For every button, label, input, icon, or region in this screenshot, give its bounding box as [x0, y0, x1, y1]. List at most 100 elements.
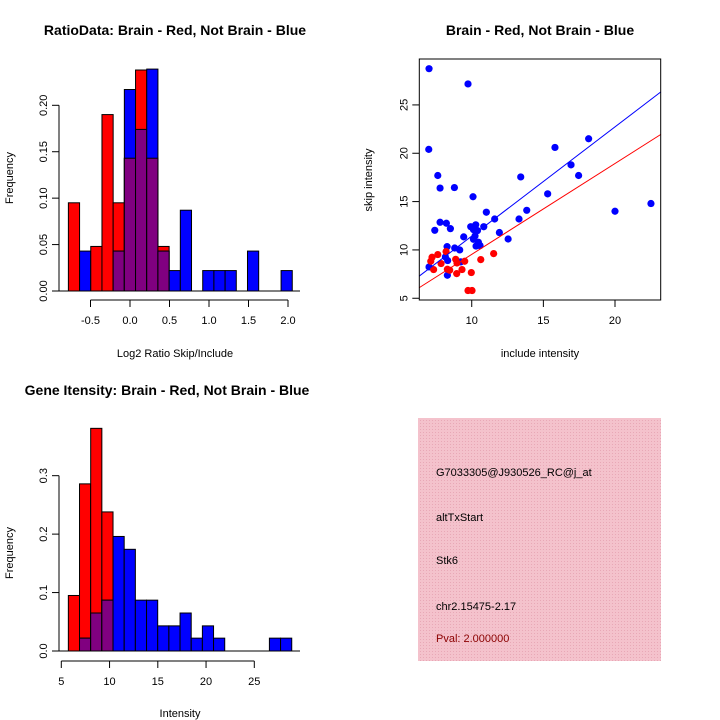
ratio-histogram: RatioData: Brain - Red, Not Brain - Blue… — [4, 22, 306, 360]
x-tick-label: 15 — [537, 315, 549, 327]
bar-brain — [79, 483, 92, 652]
gene-name: Stk6 — [436, 555, 458, 567]
bar-not-brain — [168, 625, 181, 652]
x-tick-label: 20 — [200, 676, 212, 688]
bar-overlap — [90, 612, 103, 652]
y-tick-label: 0.00 — [38, 280, 50, 301]
y-tick-label: 0.1 — [38, 585, 50, 600]
bar-overlap — [101, 599, 114, 652]
gene-intensity-histogram: Gene Itensity: Brain - Red, Not Brain - … — [4, 382, 310, 720]
point-not-brain — [523, 206, 531, 214]
bar-overlap — [157, 250, 170, 292]
point-not-brain — [482, 208, 490, 216]
point-not-brain — [460, 233, 468, 241]
point-brain — [446, 266, 454, 274]
info-panel: G7033305@J930526_RC@j_at altTxStart Stk6… — [418, 418, 661, 661]
gene-histogram-ylabel: Frequency — [4, 527, 16, 579]
gene-histogram-xlabel: Intensity — [160, 708, 201, 720]
gene-histogram-title: Gene Itensity: Brain - Red, Not Brain - … — [25, 382, 310, 398]
point-not-brain — [647, 199, 655, 208]
y-tick-label: 0.3 — [38, 468, 50, 483]
x-tick-label: 10 — [466, 315, 478, 327]
point-not-brain — [425, 65, 433, 73]
intensity-scatter: Brain - Red, Not Brain - Blue include in… — [363, 22, 662, 360]
x-tick-label: 0.0 — [122, 315, 137, 327]
point-brain — [453, 270, 461, 278]
point-brain — [437, 259, 445, 268]
point-brain — [458, 265, 466, 274]
y-tick-label: 10 — [398, 244, 410, 256]
y-tick-label: 25 — [398, 99, 410, 111]
x-tick-label: 5 — [58, 676, 64, 688]
point-not-brain — [446, 225, 454, 233]
y-tick-label: 0.10 — [38, 187, 50, 208]
point-not-brain — [504, 235, 512, 243]
point-brain — [490, 249, 498, 258]
bar-not-brain — [112, 535, 125, 652]
bar-not-brain — [134, 599, 148, 652]
point-not-brain — [469, 193, 477, 201]
bar-overlap — [112, 250, 125, 292]
plot-box — [418, 58, 662, 301]
bar-not-brain — [213, 270, 226, 292]
point-brain — [467, 268, 475, 277]
point-not-brain — [611, 207, 619, 215]
point-not-brain — [472, 242, 480, 250]
bar-not-brain — [224, 270, 237, 292]
x-tick-label: 1.5 — [241, 315, 256, 327]
point-not-brain — [471, 232, 479, 240]
bar-not-brain — [213, 637, 226, 652]
ratio-histogram-xlabel: Log2 Ratio Skip/Include — [117, 348, 233, 360]
point-brain — [430, 265, 438, 274]
x-tick-label: 1.0 — [201, 315, 216, 327]
point-not-brain — [567, 161, 575, 169]
fit-line-not-brain — [419, 91, 661, 277]
bar-not-brain — [79, 250, 92, 292]
bar-overlap — [123, 157, 137, 292]
pval: Pval: 2.000000 — [436, 633, 509, 645]
x-tick-label: 15 — [152, 676, 164, 688]
scatter-xlabel: include intensity — [501, 348, 580, 360]
point-brain — [434, 250, 442, 259]
scatter-title: Brain - Red, Not Brain - Blue — [446, 22, 634, 38]
bar-not-brain — [201, 625, 215, 652]
point-not-brain — [575, 171, 583, 180]
point-not-brain — [436, 184, 444, 192]
y-tick-label: 0.15 — [38, 141, 50, 162]
bar-overlap — [79, 637, 92, 652]
point-brain — [428, 253, 436, 261]
y-tick-label: 0.20 — [38, 95, 50, 116]
bar-overlap — [135, 128, 148, 292]
genomic-location: chr2.15475-2.17 — [436, 601, 516, 613]
bar-brain — [90, 245, 103, 292]
bar-not-brain — [179, 612, 192, 652]
bar-brain — [67, 202, 81, 292]
point-not-brain — [436, 218, 444, 226]
point-not-brain — [431, 226, 439, 234]
x-tick-label: 2.0 — [280, 315, 295, 327]
point-not-brain — [442, 219, 450, 227]
fit-line-brain — [419, 134, 661, 289]
y-tick-label: 15 — [398, 195, 410, 207]
plot-area — [419, 65, 661, 295]
point-not-brain — [551, 143, 559, 152]
point-not-brain — [585, 135, 593, 143]
event-type: altTxStart — [436, 512, 483, 524]
point-not-brain — [515, 215, 523, 223]
ratio-histogram-title: RatioData: Brain - Red, Not Brain - Blue — [44, 22, 306, 38]
x-tick-label: 25 — [248, 676, 260, 688]
point-brain — [477, 255, 485, 264]
point-not-brain — [456, 246, 464, 254]
y-tick-label: 0.0 — [38, 643, 50, 658]
x-tick-label: 0.5 — [162, 315, 177, 327]
point-not-brain — [495, 228, 503, 237]
bar-not-brain — [202, 270, 215, 292]
point-brain — [468, 286, 476, 295]
ratio-histogram-ylabel: Frequency — [4, 152, 16, 204]
y-tick-label: 0.2 — [38, 526, 50, 541]
point-not-brain — [464, 80, 472, 88]
bar-not-brain — [268, 637, 282, 652]
bar-not-brain — [146, 599, 159, 652]
info-panel-background — [418, 418, 661, 661]
